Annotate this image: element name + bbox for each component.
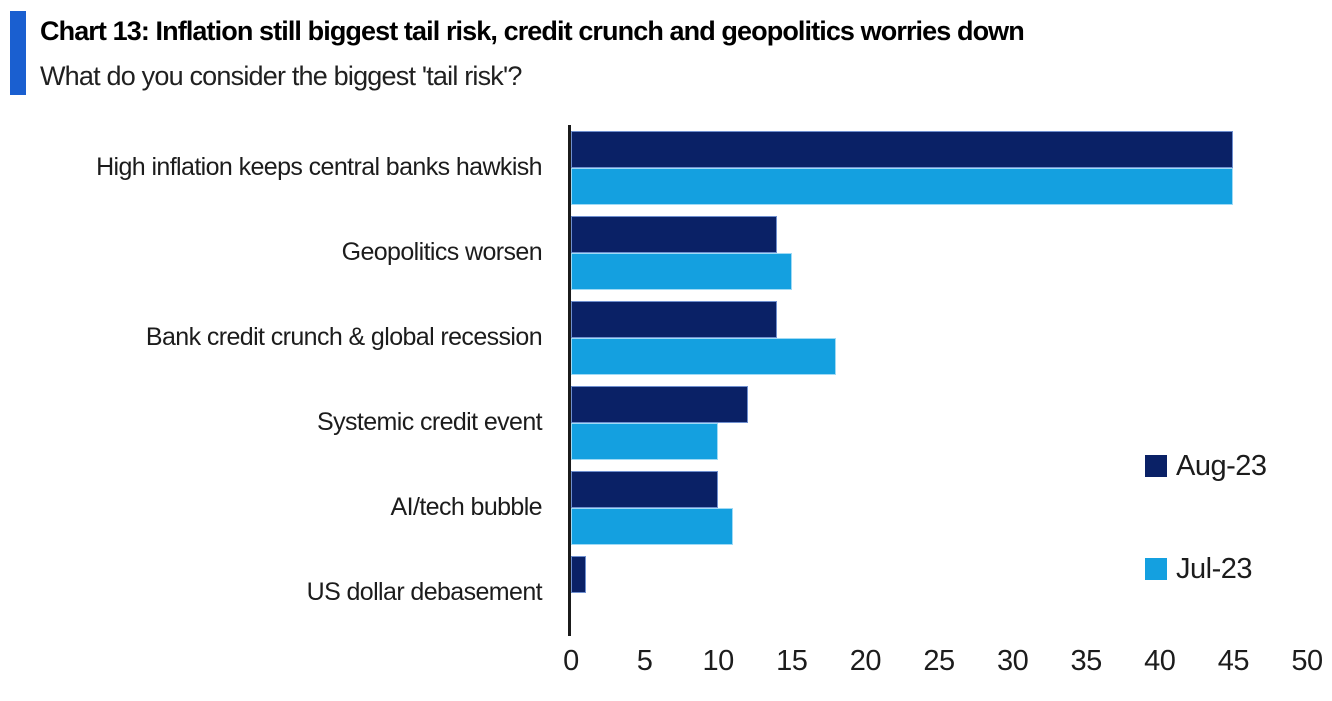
bar-group: [571, 131, 1307, 205]
bar-aug-23: [571, 386, 748, 423]
chart-row: Bank credit crunch & global recession: [0, 295, 1332, 380]
y-axis-line: [568, 125, 571, 636]
category-label: Bank credit crunch & global recession: [145, 322, 543, 351]
chart-title: Chart 13: Inflation still biggest tail r…: [40, 16, 1025, 46]
x-tick-label: 25: [923, 645, 955, 677]
bar-group: [571, 386, 1307, 460]
chart-subtitle: What do you consider the biggest 'tail r…: [40, 61, 522, 91]
chart-rows: High inflation keeps central banks hawki…: [0, 125, 1332, 635]
bar-jul-23: [571, 508, 733, 545]
bar-chart: High inflation keeps central banks hawki…: [0, 125, 1332, 636]
legend-swatch: [1145, 558, 1167, 580]
x-tick-label: 5: [636, 645, 653, 677]
bar-group: [571, 301, 1307, 375]
x-tick-label: 0: [563, 645, 579, 677]
x-tick-label: 40: [1144, 645, 1176, 677]
bar-jul-23: [571, 338, 836, 375]
x-tick-label: 35: [1070, 645, 1103, 677]
legend-label: Aug-23: [1176, 449, 1267, 482]
category-label: High inflation keeps central banks hawki…: [96, 152, 543, 181]
x-axis-ticks: 0 5 10 15 20 25 30 35 40 45 50: [563, 645, 1323, 685]
bar-aug-23: [571, 301, 778, 338]
bar-aug-23: [571, 556, 586, 593]
x-tick-label: 30: [996, 645, 1029, 677]
legend-item-aug-23: Aug-23: [1145, 449, 1267, 482]
bar-group: [571, 471, 1307, 545]
category-label: US dollar debasement: [306, 577, 543, 606]
bar-group: [571, 556, 1307, 593]
bar-aug-23: [571, 216, 778, 253]
x-tick-label: 20: [849, 645, 882, 677]
x-tick-label: 50: [1291, 645, 1323, 677]
bar-jul-23: [571, 168, 1234, 205]
chart-row: AI/tech bubble: [0, 465, 1332, 550]
bar-jul-23: [571, 423, 719, 460]
category-label: Geopolitics worsen: [341, 237, 543, 266]
x-tick-label: 15: [776, 645, 808, 677]
legend: Aug-23 Jul-23: [1145, 449, 1267, 657]
legend-item-jul-23: Jul-23: [1145, 552, 1267, 585]
category-label: Systemic credit event: [317, 407, 543, 436]
bar-aug-23: [571, 471, 719, 508]
chart-row: Systemic credit event: [0, 380, 1332, 465]
x-tick-label: 45: [1217, 645, 1250, 677]
title-accent-bar: [10, 11, 26, 95]
chart-row: US dollar debasement: [0, 550, 1332, 635]
bar-aug-23: [571, 131, 1234, 168]
bar-jul-23: [571, 253, 792, 290]
category-label: AI/tech bubble: [390, 492, 543, 521]
legend-label: Jul-23: [1176, 552, 1253, 585]
x-tick-label: 10: [702, 645, 735, 677]
bar-group: [571, 216, 1307, 290]
legend-swatch: [1145, 455, 1167, 477]
chart-row: High inflation keeps central banks hawki…: [0, 125, 1332, 210]
chart-row: Geopolitics worsen: [0, 210, 1332, 295]
